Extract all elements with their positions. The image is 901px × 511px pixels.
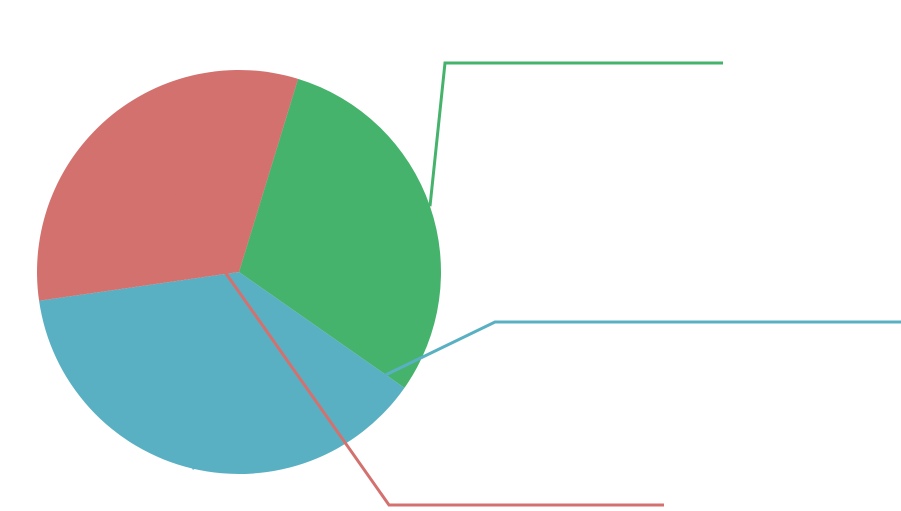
pie-slice-3 [37, 70, 299, 301]
leader-line-1 [428, 61, 723, 207]
pie-slices [37, 70, 441, 474]
pie-slice-1 [239, 78, 441, 388]
pie-slice-2 [39, 272, 405, 474]
leader-lines [158, 61, 901, 507]
leader-line-3 [158, 179, 664, 507]
leader-line-2 [191, 320, 901, 470]
